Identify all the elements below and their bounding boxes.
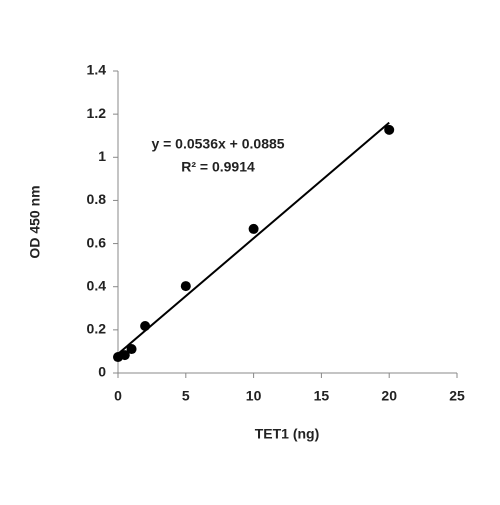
trendline bbox=[117, 121, 390, 355]
x-tick-label: 0 bbox=[114, 388, 122, 404]
x-tick-label: 25 bbox=[449, 388, 465, 404]
y-tick-label: 0.2 bbox=[87, 321, 107, 337]
y-tick-label: 1.2 bbox=[87, 105, 107, 121]
y-tick-label: 0.4 bbox=[87, 277, 107, 293]
y-tick-label: 1 bbox=[98, 148, 106, 164]
x-tick-label: 5 bbox=[182, 388, 190, 404]
data-point bbox=[248, 223, 259, 234]
data-point bbox=[126, 344, 137, 355]
data-point bbox=[140, 320, 151, 331]
y-tick-label: 0.8 bbox=[87, 191, 107, 207]
trendline-equation: y = 0.0536x + 0.0885 bbox=[151, 136, 284, 152]
y-tick-label: 1.4 bbox=[87, 62, 107, 78]
trendline-r2: R² = 0.9914 bbox=[181, 159, 255, 175]
data-point bbox=[384, 124, 395, 135]
y-tick-label: 0 bbox=[98, 364, 106, 380]
x-axis-title: TET1 (ng) bbox=[255, 426, 320, 442]
data-point bbox=[180, 281, 191, 292]
x-tick-label: 10 bbox=[246, 388, 262, 404]
data-point bbox=[119, 350, 130, 361]
x-tick-label: 15 bbox=[314, 388, 330, 404]
y-tick-label: 0.6 bbox=[87, 234, 107, 250]
y-axis-title: OD 450 nm bbox=[27, 185, 43, 258]
x-tick-label: 20 bbox=[381, 388, 397, 404]
